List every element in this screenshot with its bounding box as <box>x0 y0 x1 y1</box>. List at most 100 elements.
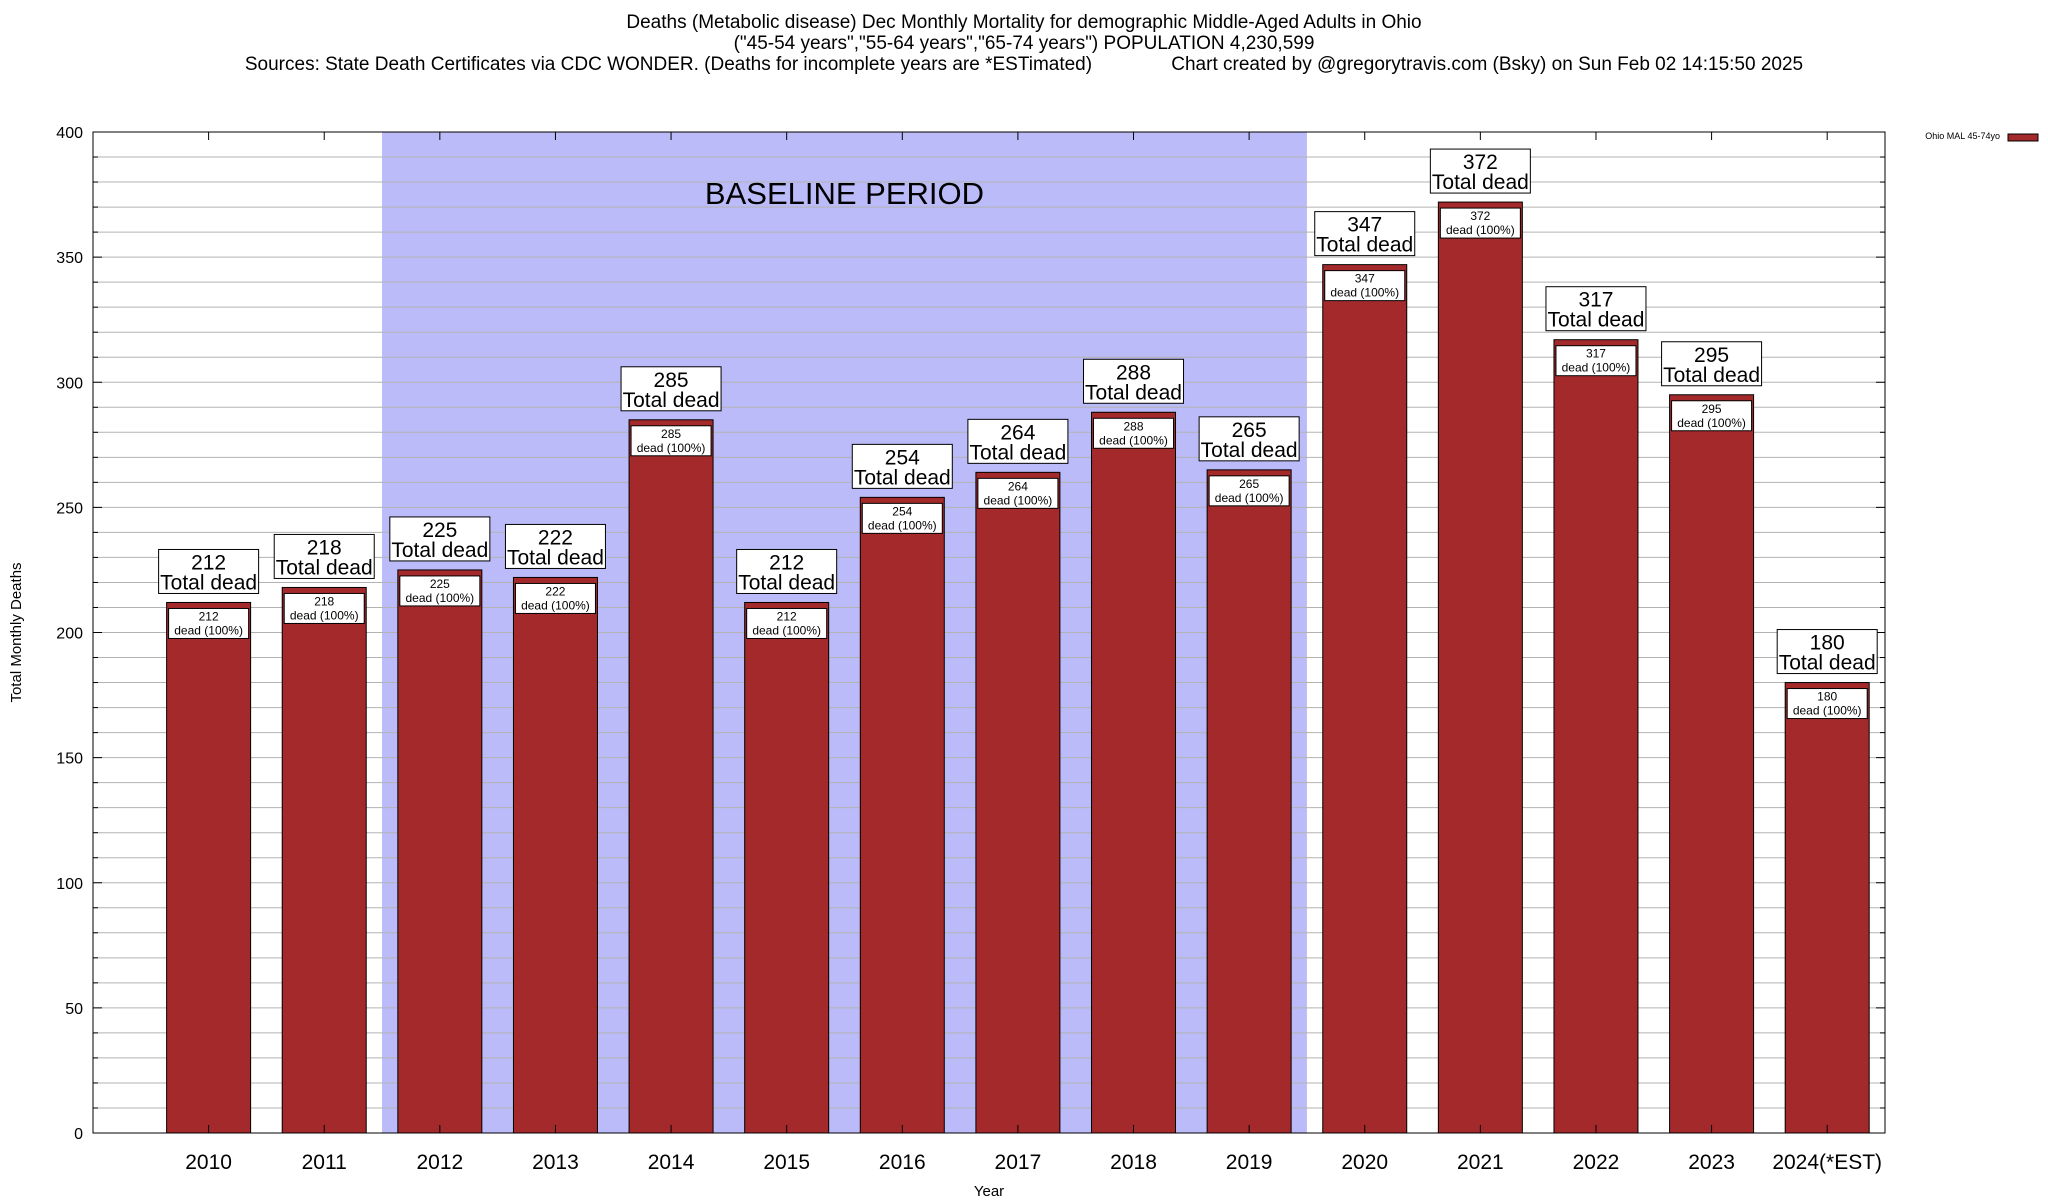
x-tick-label: 2019 <box>1226 1151 1273 1174</box>
y-tick-label: 200 <box>56 626 83 643</box>
value-label-box <box>1545 286 1647 332</box>
value-label-caption: Total dead <box>160 571 257 594</box>
bar-2011 <box>281 586 367 1134</box>
x-tick-label: 2012 <box>416 1151 463 1174</box>
value-label-box <box>967 418 1069 464</box>
inner-percent-label: dead (100%) <box>1793 704 1862 718</box>
value-label-box <box>389 516 491 562</box>
inner-value-label: 225 <box>430 577 450 591</box>
x-tick-label: 2017 <box>995 1151 1042 1174</box>
inner-percent-label: dead (100%) <box>290 608 359 622</box>
inner-label-box <box>630 425 712 457</box>
inner-value-label: 295 <box>1702 402 1722 416</box>
bar-2016 <box>859 496 945 1134</box>
chart-source-note: Sources: State Death Certificates via CD… <box>244 54 1093 75</box>
inner-value-label: 347 <box>1355 272 1375 286</box>
inner-label-box <box>977 477 1059 509</box>
value-label-box <box>1314 211 1416 257</box>
inner-label-box <box>1671 400 1753 432</box>
value-label: 317 <box>1578 289 1613 312</box>
value-label-caption: Total dead <box>1779 652 1876 675</box>
value-label-box <box>1661 341 1763 387</box>
value-label-caption: Total dead <box>1663 364 1760 387</box>
x-axis-title: Year <box>974 1183 1004 1200</box>
value-label-caption: Total dead <box>738 571 835 594</box>
y-tick-label: 100 <box>56 876 83 893</box>
value-label-box <box>736 548 838 594</box>
x-tick-label: 2016 <box>879 1151 926 1174</box>
value-label-box <box>620 366 722 412</box>
inner-label-box <box>514 582 596 614</box>
value-label-caption: Total dead <box>854 466 951 489</box>
inner-label-box <box>1786 688 1868 720</box>
legend: Ohio MAL 45-74yo <box>1925 131 2039 142</box>
value-label: 222 <box>538 526 573 549</box>
y-tick-label: 0 <box>74 1126 83 1143</box>
bar-2024(*EST) <box>1784 682 1870 1134</box>
value-label-box <box>1198 416 1300 462</box>
value-label-caption: Total dead <box>623 389 720 412</box>
x-tick-label: 2013 <box>532 1151 579 1174</box>
bar-2023 <box>1669 394 1755 1134</box>
inner-label-box <box>168 607 250 639</box>
legend-label: Ohio MAL 45-74yo <box>1925 131 2000 141</box>
x-tick-label: 2011 <box>302 1151 347 1174</box>
value-label-caption: Total dead <box>276 556 373 579</box>
bar-2017 <box>975 471 1061 1134</box>
inner-label-box <box>399 575 481 607</box>
bar-2010 <box>166 601 252 1134</box>
value-label-caption: Total dead <box>1201 439 1298 462</box>
inner-percent-label: dead (100%) <box>405 591 474 605</box>
inner-percent-label: dead (100%) <box>1099 433 1168 447</box>
bar-2015 <box>744 601 830 1134</box>
value-label-caption: Total dead <box>1548 309 1645 332</box>
y-axis-title: Total Monthly Deaths <box>8 562 25 702</box>
value-label: 288 <box>1116 361 1151 384</box>
value-label: 212 <box>191 551 226 574</box>
legend-swatch <box>2007 133 2039 142</box>
inner-label-box <box>1555 345 1637 377</box>
value-label-box <box>273 533 375 579</box>
value-label: 265 <box>1232 419 1267 442</box>
value-label-caption: Total dead <box>1432 171 1529 194</box>
inner-percent-label: dead (100%) <box>1330 286 1399 300</box>
inner-percent-label: dead (100%) <box>174 623 243 637</box>
y-tick-label: 400 <box>56 125 83 142</box>
y-tick-label: 50 <box>65 1001 83 1018</box>
inner-value-label: 222 <box>545 584 565 598</box>
inner-value-label: 264 <box>1008 479 1028 493</box>
inner-label-box <box>1093 417 1175 449</box>
inner-value-label: 180 <box>1817 690 1837 704</box>
value-label-caption: Total dead <box>1316 234 1413 257</box>
inner-value-label: 372 <box>1470 209 1490 223</box>
inner-value-label: 212 <box>777 609 797 623</box>
chart-title-line-1: Deaths (Metabolic disease) Dec Monthly M… <box>626 12 1422 33</box>
inner-value-label: 317 <box>1586 347 1606 361</box>
value-label: 212 <box>769 551 804 574</box>
chart-title-line-3: Sources: State Death Certificates via CD… <box>0 54 2048 76</box>
bar-2014 <box>628 419 714 1134</box>
value-label-caption: Total dead <box>507 546 604 569</box>
inner-percent-label: dead (100%) <box>1677 416 1746 430</box>
value-label-box <box>158 548 260 594</box>
inner-label-box <box>1208 475 1290 507</box>
bar-2019 <box>1206 469 1292 1134</box>
value-label: 285 <box>654 369 689 392</box>
y-tick-label: 150 <box>56 751 83 768</box>
x-tick-label: 2015 <box>763 1151 810 1174</box>
value-label: 264 <box>1000 421 1035 444</box>
value-label-caption: Total dead <box>1085 381 1182 404</box>
chart-credit-note: Chart created by @gregorytravis.com (Bsk… <box>1171 54 1804 75</box>
x-tick-label: 2020 <box>1341 1151 1388 1174</box>
value-label-box <box>1083 358 1185 404</box>
x-tick-label: 2021 <box>1457 1151 1504 1174</box>
bar-2018 <box>1091 411 1177 1134</box>
value-label: 295 <box>1694 344 1729 367</box>
value-label-box <box>851 443 953 489</box>
bar-2022 <box>1553 339 1639 1134</box>
value-label: 254 <box>885 446 920 469</box>
inner-percent-label: dead (100%) <box>521 598 590 612</box>
inner-value-label: 285 <box>661 427 681 441</box>
